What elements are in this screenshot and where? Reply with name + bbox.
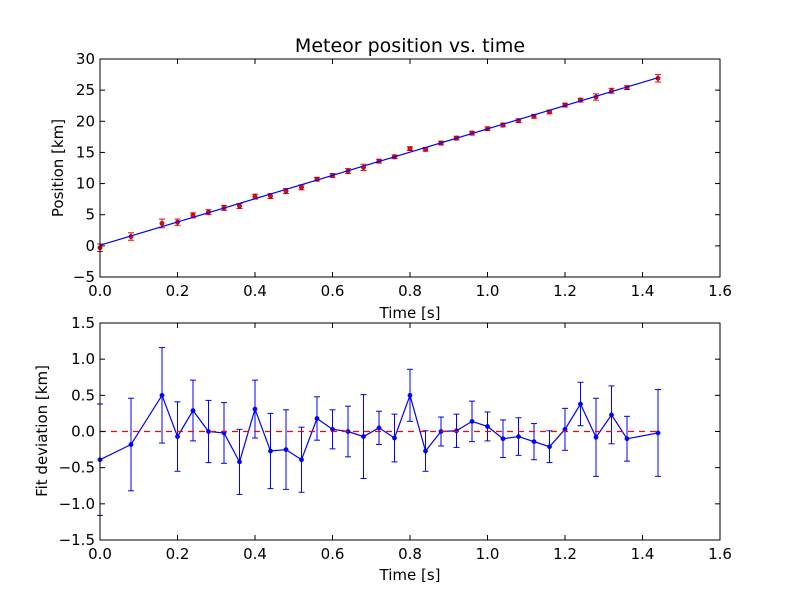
- deviation-data-point: [578, 401, 583, 407]
- deviation-y-tick-label: 0.5: [71, 386, 95, 404]
- position-x-tick-label: 0.2: [166, 282, 190, 300]
- deviation-data-point: [268, 448, 273, 454]
- deviation-data-point: [469, 418, 475, 424]
- deviation-data-point: [299, 457, 304, 463]
- deviation-chart-x-label: Time [s]: [379, 566, 441, 584]
- position-x-tick-label: 0.8: [398, 282, 422, 300]
- deviation-data-point: [454, 428, 459, 434]
- deviation-x-tick-label: 1.4: [631, 545, 655, 563]
- deviation-data-point: [283, 447, 289, 452]
- deviation-x-tick-label: 0.2: [166, 545, 190, 563]
- position-x-tick-label: 0.4: [243, 282, 267, 300]
- position-y-tick-label: 10: [76, 175, 95, 193]
- deviation-y-tick-label: −1.0: [59, 495, 95, 513]
- position-y-tick-label: 0: [85, 237, 95, 255]
- deviation-data-point: [190, 408, 196, 413]
- deviation-x-tick-label: 0.0: [88, 545, 112, 563]
- deviation-data-point: [500, 436, 506, 442]
- deviation-chart-y-label: Fit deviation [km]: [33, 365, 51, 497]
- position-x-tick-label: 1.6: [708, 282, 732, 300]
- position-chart-marks: [97, 74, 661, 252]
- position-x-tick-label: 1.0: [476, 282, 500, 300]
- deviation-data-point: [516, 434, 521, 439]
- position-y-tick-label: 25: [76, 81, 95, 99]
- position-fit-line: [99, 77, 659, 246]
- deviation-x-tick-label: 1.0: [476, 545, 500, 563]
- deviation-data-point: [175, 434, 180, 439]
- deviation-x-tick-label: 0.8: [398, 545, 422, 563]
- position-data-point: [237, 203, 242, 209]
- deviation-data-point: [314, 416, 320, 421]
- deviation-y-tick-label: 1.5: [71, 314, 95, 332]
- deviation-data-point: [159, 392, 165, 398]
- position-y-tick-label: −5: [73, 268, 95, 286]
- deviation-x-tick-label: 1.2: [553, 545, 577, 563]
- deviation-data-point: [485, 424, 490, 429]
- deviation-data-point: [593, 434, 599, 440]
- position-data-point: [407, 146, 413, 152]
- position-chart-panel: Meteor position vs. time 0.0 0.2 0.4 0.6 0.8…: [49, 35, 732, 322]
- deviation-data-point: [252, 406, 258, 412]
- position-chart-y-label: Position [km]: [49, 119, 67, 217]
- deviation-chart-ticks: 0.0 0.2 0.4 0.6 0.8 1.0 1.2 1.4 1.6 −1.5 −1.0 −0.5 0…: [59, 314, 732, 563]
- position-x-tick-label: 1.2: [553, 282, 577, 300]
- deviation-series-line: [99, 393, 659, 464]
- deviation-y-tick-label: −0.5: [59, 459, 95, 477]
- deviation-x-tick-label: 1.6: [708, 545, 732, 563]
- position-x-tick-label: 1.4: [631, 282, 655, 300]
- deviation-data-point: [609, 412, 614, 418]
- position-y-tick-label: 5: [85, 206, 95, 224]
- deviation-data-point: [376, 425, 382, 431]
- deviation-data-point: [423, 448, 428, 454]
- position-chart-ticks: 0.0 0.2 0.4 0.6 0.8 1.0 1.2 1.4 1.6 −5 0 5 10 15 20 25 3…: [73, 50, 732, 300]
- deviation-data-point: [330, 426, 335, 432]
- deviation-y-tick-label: −1.5: [59, 531, 95, 549]
- deviation-chart-panel: 0.0 0.2 0.4 0.6 0.8 1.0 1.2 1.4 1.6 −1.5 −1.0 −0.5 0…: [33, 314, 732, 584]
- deviation-y-tick-label: 0.0: [71, 423, 95, 441]
- position-x-tick-label: 0.6: [321, 282, 345, 300]
- position-data-point: [159, 221, 165, 226]
- position-chart-title: Meteor position vs. time: [295, 35, 525, 57]
- deviation-x-tick-label: 0.4: [243, 545, 267, 563]
- position-y-tick-label: 20: [76, 112, 95, 130]
- deviation-data-point: [237, 459, 242, 465]
- deviation-data-point: [547, 444, 552, 450]
- deviation-data-point: [361, 434, 366, 439]
- deviation-data-point: [531, 439, 537, 445]
- deviation-data-point: [128, 442, 134, 447]
- deviation-data-point: [392, 435, 397, 441]
- deviation-x-tick-label: 0.6: [321, 545, 345, 563]
- deviation-y-tick-label: 1.0: [71, 350, 95, 368]
- position-x-tick-label: 0.0: [88, 282, 112, 300]
- position-y-tick-label: 30: [76, 50, 95, 68]
- position-chart-x-label: Time [s]: [379, 304, 441, 322]
- deviation-data-point: [407, 392, 413, 398]
- position-y-tick-label: 15: [76, 143, 95, 161]
- deviation-data-point: [655, 430, 661, 436]
- deviation-data-point: [562, 426, 568, 432]
- deviation-data-point: [624, 436, 630, 442]
